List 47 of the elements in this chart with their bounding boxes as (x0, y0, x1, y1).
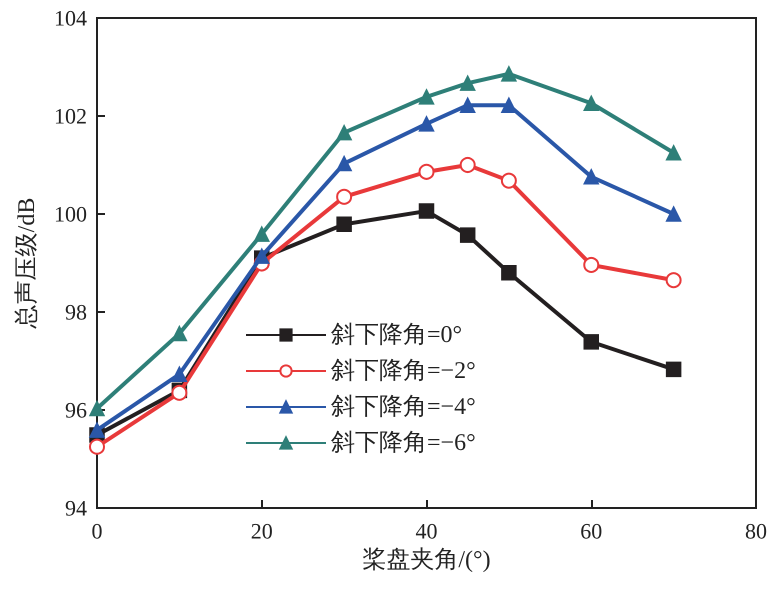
x-tick-label: 80 (745, 518, 767, 544)
x-tick-label: 0 (92, 518, 102, 544)
y-tick-label: 102 (54, 104, 87, 128)
point (336, 188, 352, 205)
x-tick-label: 40 (416, 518, 438, 544)
point (172, 366, 188, 382)
x-axis-title: 桨盘夹角/(°) (362, 547, 491, 573)
legend-label: 斜下降角=0° (331, 322, 462, 348)
point (666, 145, 682, 160)
y-axis-title: 总声压级/dB (14, 198, 40, 330)
point (336, 124, 352, 140)
point (336, 216, 352, 232)
point (584, 96, 599, 112)
point (418, 203, 434, 219)
y-tick-label: 98 (65, 300, 87, 324)
legend-label: 斜下降角=−2° (331, 358, 476, 384)
x-tick-label: 20 (250, 518, 273, 544)
point (460, 75, 476, 91)
point (418, 116, 434, 132)
y-tick-label: 104 (54, 6, 87, 30)
point (500, 172, 517, 189)
point (336, 156, 352, 172)
point (418, 89, 434, 105)
y-tick-label: 96 (65, 398, 87, 422)
point (501, 265, 517, 281)
point (460, 97, 476, 113)
point (501, 66, 517, 82)
point (460, 227, 476, 243)
x-tick-label: 60 (580, 518, 602, 544)
y-tick-label: 94 (65, 496, 87, 520)
point (460, 157, 476, 173)
point (172, 326, 188, 342)
point (89, 400, 105, 416)
point (583, 256, 600, 273)
point (418, 164, 434, 180)
point (501, 97, 517, 113)
legend-label: 斜下降角=−6° (331, 430, 476, 456)
point (89, 438, 105, 455)
point (89, 422, 105, 438)
point (666, 362, 682, 378)
point (584, 169, 599, 185)
point (666, 272, 682, 288)
point (584, 334, 599, 350)
point (666, 206, 682, 222)
y-tick-label: 100 (54, 202, 87, 226)
point (254, 226, 270, 242)
legend-label: 斜下降角=−4° (331, 394, 476, 420)
